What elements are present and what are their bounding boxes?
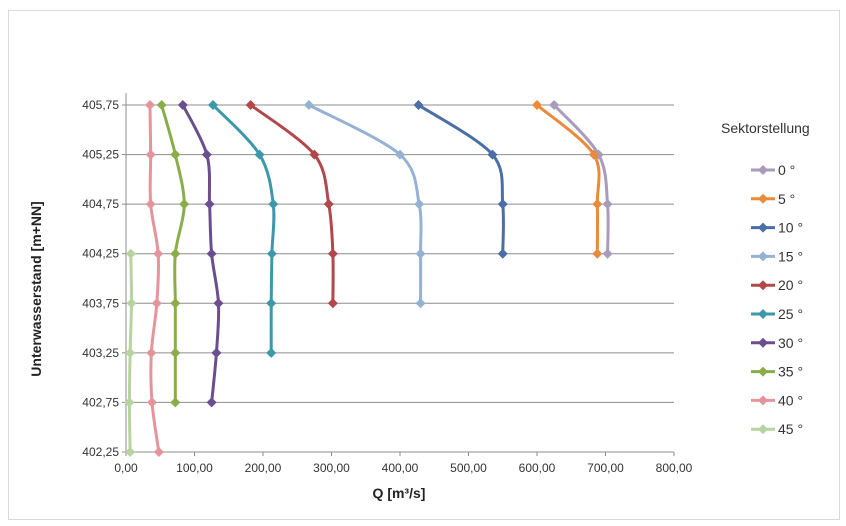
x-tick-label: 200,00 <box>245 461 282 475</box>
data-point <box>266 348 276 358</box>
x-tick-label: 0,00 <box>114 461 138 475</box>
legend-marker <box>758 223 768 233</box>
legend-marker <box>758 280 768 290</box>
legend-label: 5 ° <box>778 191 795 207</box>
legend-marker <box>758 251 768 261</box>
legend-marker <box>758 165 768 175</box>
data-point <box>170 249 180 259</box>
series-lines <box>124 100 612 457</box>
legend-marker <box>758 367 768 377</box>
data-point <box>592 199 602 209</box>
x-tick-label: 700,00 <box>587 461 624 475</box>
x-tick-label: 800,00 <box>656 461 693 475</box>
data-point <box>324 199 334 209</box>
data-point <box>153 249 163 259</box>
data-point <box>126 298 136 308</box>
data-point <box>170 150 180 160</box>
series-line <box>537 105 599 254</box>
y-tick-label: 404,25 <box>82 247 119 261</box>
legend-label: 35 ° <box>778 364 803 380</box>
data-point <box>207 249 217 259</box>
legend-label: 15 ° <box>778 248 803 264</box>
data-point <box>202 150 212 160</box>
data-point <box>179 199 189 209</box>
data-point <box>266 298 276 308</box>
x-tick-label: 600,00 <box>519 461 556 475</box>
y-tick-label: 402,75 <box>82 395 119 409</box>
data-point <box>125 348 135 358</box>
legend-label: 0 ° <box>778 162 795 178</box>
y-tick-label: 405,25 <box>82 148 119 162</box>
data-point <box>328 249 338 259</box>
series-line <box>213 105 274 353</box>
data-point <box>170 298 180 308</box>
legend-label: 45 ° <box>778 421 803 437</box>
data-point <box>146 150 156 160</box>
chart-frame: 402,25 402,75 403,25 403,75 404,25 404,75 405,… <box>8 10 840 520</box>
y-tick-label: 404,75 <box>82 197 119 211</box>
legend-label: 25 ° <box>778 306 803 322</box>
data-point <box>414 199 424 209</box>
legend-label: 20 ° <box>778 277 803 293</box>
x-tick-label: 400,00 <box>382 461 419 475</box>
data-point <box>147 397 157 407</box>
legend-marker <box>758 395 768 405</box>
legend-label: 40 ° <box>778 392 803 408</box>
data-point <box>207 397 217 407</box>
data-point <box>498 249 508 259</box>
data-point <box>170 348 180 358</box>
data-point <box>416 249 426 259</box>
data-point <box>603 249 613 259</box>
data-point <box>170 397 180 407</box>
data-point <box>211 348 221 358</box>
data-point <box>416 298 426 308</box>
data-point <box>146 348 156 358</box>
data-point <box>125 447 135 457</box>
data-point <box>304 100 314 110</box>
data-point <box>213 298 223 308</box>
data-point <box>205 199 215 209</box>
legend-marker <box>758 338 768 348</box>
data-point <box>157 100 167 110</box>
legend-label: 30 ° <box>778 335 803 351</box>
data-point <box>267 249 277 259</box>
series-line <box>418 105 503 254</box>
y-tick-label: 403,75 <box>82 296 119 310</box>
legend: 0 ° 5 ° 10 ° 15 ° 20 ° 25 ° 30 ° 35 ° 40 ° 45 ° <box>751 162 803 437</box>
data-point <box>154 447 164 457</box>
x-axis-label: Q [m³/s] <box>373 485 426 501</box>
y-tick-label: 402,25 <box>82 445 119 459</box>
legend-label: 10 ° <box>778 220 803 236</box>
legend-marker <box>758 194 768 204</box>
y-tick-label: 405,75 <box>82 98 119 112</box>
y-axis-label: Unterwasserstand [m+NN] <box>28 201 44 376</box>
data-point <box>328 298 338 308</box>
data-point <box>268 199 278 209</box>
data-point <box>152 298 162 308</box>
legend-marker <box>758 424 768 434</box>
data-point <box>146 199 156 209</box>
legend-title: Sektorstellung <box>721 120 810 136</box>
data-point <box>145 100 155 110</box>
legend-marker <box>758 309 768 319</box>
line-chart: 402,25 402,75 403,25 403,75 404,25 404,75 405,… <box>9 11 839 519</box>
data-point <box>592 249 602 259</box>
x-tick-label: 500,00 <box>450 461 487 475</box>
y-tick-label: 403,25 <box>82 346 119 360</box>
x-tick-label: 300,00 <box>313 461 350 475</box>
data-point <box>603 199 613 209</box>
x-tick-label: 100,00 <box>176 461 213 475</box>
data-point <box>498 199 508 209</box>
data-point <box>126 249 136 259</box>
